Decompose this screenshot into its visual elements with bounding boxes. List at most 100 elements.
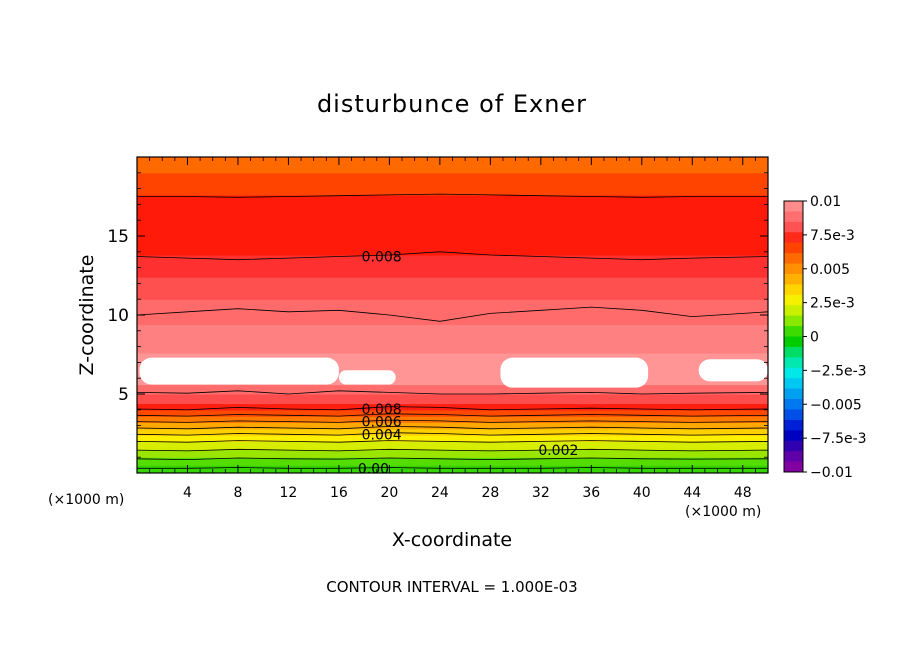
colorbar-label-6: −0.005: [810, 397, 862, 413]
contour-line-8: [137, 406, 768, 411]
contour-line-11: [137, 251, 768, 261]
x-unit-left: (×1000 m): [48, 492, 124, 508]
colorbar-label-3: 2.5e-3: [810, 296, 855, 312]
colorbar-swatch-22: [784, 430, 803, 442]
chart-title: disturbunce of Exner: [317, 90, 587, 118]
colorbar: 0.01 7.5e-3 0.005 2.5e-3 0 −2.5e-3 −0.005 −7.5e…: [783, 194, 867, 481]
colorbar-swatch-23: [784, 440, 803, 452]
colorbar-swatch-14: [784, 346, 803, 358]
contour-line-2: [137, 448, 768, 452]
colorbar-swatch-11: [784, 315, 803, 327]
y-tick-label-0: 5: [118, 385, 129, 405]
colorbar-swatch-13: [784, 336, 803, 348]
contour-label-5: 0.00: [358, 461, 389, 477]
high-region-1: [338, 370, 396, 385]
x-axis-label: X-coordinate: [392, 529, 512, 551]
x-axis-ticks: 4 8 12 16 20 24 28 32 36 40 44 48: [149, 157, 756, 501]
contour-line-6: [137, 419, 768, 423]
x-tick-label-2: 12: [280, 485, 298, 501]
x-tick-label-1: 8: [233, 485, 242, 501]
y-tick-label-2: 15: [107, 227, 129, 247]
band-8: [137, 409, 768, 417]
band-10: [137, 394, 768, 405]
contour-line-1: [137, 457, 768, 461]
band-9: [137, 403, 768, 411]
colorbar-label-2: 0.005: [810, 262, 850, 278]
colorbar-swatch-6: [784, 263, 803, 275]
contour-label-3: 0.004: [362, 427, 402, 443]
band-14: [137, 299, 768, 326]
y-axis-ticks: 5 10 15: [107, 172, 768, 458]
band-5: [137, 428, 768, 436]
x-tick-label-10: 44: [683, 485, 701, 501]
colorbar-label-0: 0.01: [810, 194, 841, 210]
band-18: [137, 172, 768, 196]
colorbar-label-8: −0.01: [810, 465, 853, 481]
x-tick-label-6: 28: [481, 485, 499, 501]
colorbar-swatch-18: [784, 388, 803, 400]
x-tick-label-4: 20: [380, 485, 398, 501]
colorbar-swatch-2: [784, 221, 803, 233]
x-tick-label-0: 4: [183, 485, 192, 501]
high-region-2: [500, 357, 649, 388]
contour-interval-footer: CONTOUR INTERVAL = 1.000E-03: [326, 578, 577, 596]
colorbar-swatch-17: [784, 378, 803, 390]
band-6: [137, 422, 768, 430]
contour-line-12: [137, 193, 768, 198]
band-7: [137, 416, 768, 424]
filled-bands: [137, 157, 768, 473]
colorbar-label-7: −7.5e-3: [810, 431, 867, 447]
contour-label-1: 0.008: [362, 402, 402, 418]
contour-line-9: [137, 390, 768, 395]
contour-line-4: [137, 432, 768, 436]
colorbar-swatch-1: [784, 211, 803, 223]
colorbar-label-4: 0: [810, 330, 819, 346]
colorbar-swatch-9: [784, 294, 803, 306]
contour-line-10: [137, 306, 768, 322]
x-tick-label-7: 32: [532, 485, 550, 501]
band-4: [137, 435, 768, 442]
colorbar-label-1: 7.5e-3: [810, 228, 855, 244]
high-region-0: [139, 357, 339, 385]
contour-line-5: [137, 425, 768, 430]
x-tick-label-3: 16: [330, 485, 348, 501]
colorbar-swatch-15: [784, 357, 803, 369]
band-17: [137, 194, 768, 256]
y-axis-label: Z-coordinate: [76, 255, 98, 376]
colorbar-swatch-21: [784, 419, 803, 431]
x-tick-label-8: 36: [582, 485, 600, 501]
colorbar-swatch-3: [784, 232, 803, 244]
band-13: [137, 324, 768, 354]
band-16: [137, 254, 768, 278]
x-unit-right: (×1000 m): [685, 504, 761, 520]
colorbar-swatch-0: [784, 201, 803, 212]
high-region-3: [698, 359, 768, 382]
high-value-regions: [139, 357, 768, 388]
x-tick-label-5: 24: [431, 485, 449, 501]
colorbar-label-5: −2.5e-3: [810, 363, 867, 379]
colorbar-swatch-4: [784, 242, 803, 254]
band-1: [137, 457, 768, 466]
band-2: [137, 449, 768, 458]
contour-line-3: [137, 440, 768, 443]
x-tick-label-11: 48: [734, 485, 752, 501]
contour-label-4: 0.002: [538, 443, 578, 459]
band-15: [137, 277, 768, 300]
colorbar-swatch-25: [784, 461, 803, 473]
y-tick-label-1: 10: [107, 306, 129, 326]
colorbar-swatch-7: [784, 273, 803, 285]
contour-line-7: [137, 413, 768, 417]
band-3: [137, 441, 768, 450]
colorbar-swatch-16: [784, 367, 803, 379]
contour-label-2: 0.006: [362, 415, 402, 431]
colorbar-swatch-10: [784, 305, 803, 317]
colorbar-swatch-8: [784, 284, 803, 296]
contour-label-0: 0.008: [362, 250, 402, 266]
colorbar-swatch-12: [784, 326, 803, 337]
colorbar-swatch-20: [784, 409, 803, 421]
x-tick-label-9: 40: [633, 485, 651, 501]
colorbar-swatch-24: [784, 451, 803, 462]
band-19: [137, 157, 768, 174]
